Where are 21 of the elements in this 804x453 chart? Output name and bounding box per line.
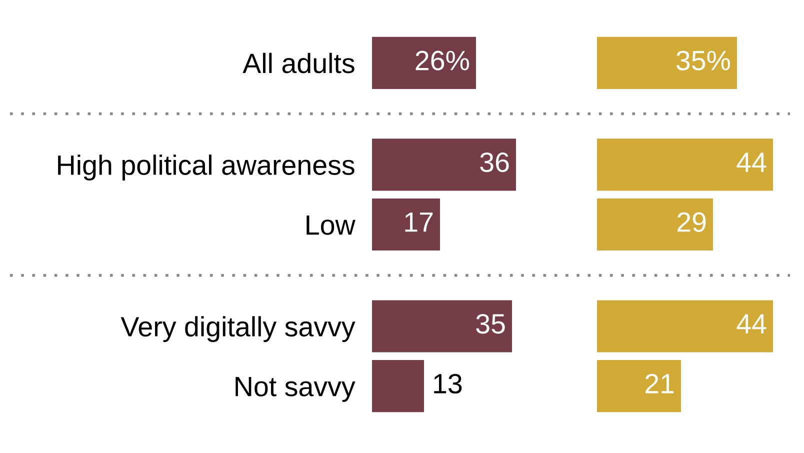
data-label: 35: [476, 314, 505, 334]
y-tick-label: Low: [306, 215, 356, 235]
data-label: 35%: [676, 50, 730, 70]
data-label: 44: [736, 152, 766, 172]
data-label: 29: [678, 212, 706, 232]
bar: [372, 36, 476, 89]
data-label: 17: [405, 212, 433, 232]
y-tick-label: High political awareness: [58, 154, 354, 180]
bar: [372, 198, 440, 251]
bar: [372, 360, 424, 412]
data-label: 36: [480, 152, 509, 172]
data-label: 13: [434, 374, 462, 394]
data-label: 26%: [416, 50, 470, 70]
data-label: 21: [646, 374, 674, 394]
bar: [597, 360, 681, 412]
bar: [597, 36, 737, 89]
y-tick-label: Very digitally savvy: [120, 316, 356, 342]
bar: [597, 198, 713, 251]
y-tick-label: Not savvy: [236, 377, 356, 402]
y-tick-label: All adults: [242, 52, 354, 74]
data-label: 44: [736, 314, 766, 334]
